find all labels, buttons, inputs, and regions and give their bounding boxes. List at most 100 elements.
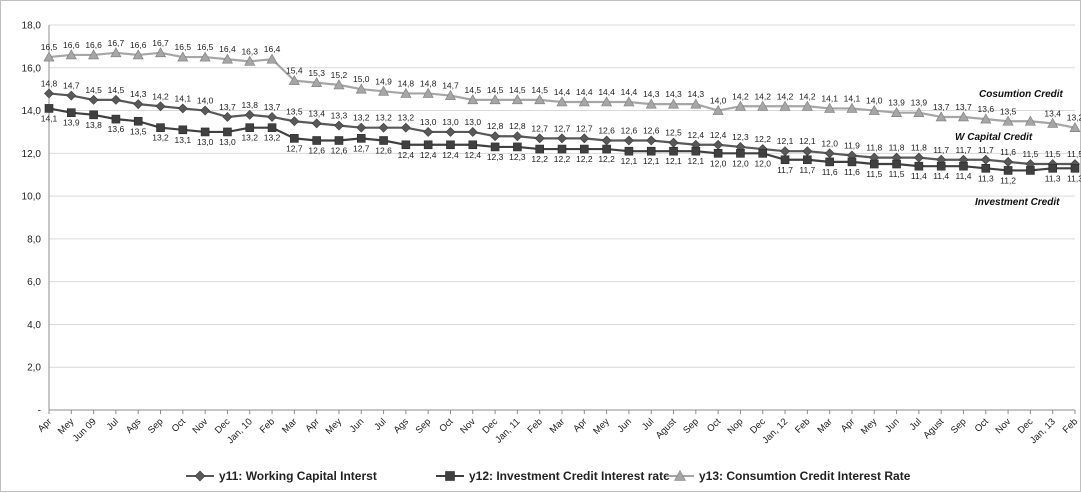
x-tick-label: Feb bbox=[793, 416, 812, 435]
x-tick-label: Oct bbox=[437, 416, 455, 434]
data-label: 12,2 bbox=[554, 154, 571, 164]
data-label: 15,3 bbox=[308, 68, 325, 78]
diamond-marker bbox=[579, 133, 590, 144]
data-label: 12,4 bbox=[398, 150, 415, 160]
triangle-marker bbox=[43, 51, 55, 62]
x-tick-label: Mar bbox=[548, 416, 567, 435]
data-label: 11,8 bbox=[889, 143, 905, 153]
data-label: 13,7 bbox=[955, 102, 972, 112]
triangle-marker bbox=[757, 100, 769, 111]
triangle-marker bbox=[779, 100, 791, 111]
square-marker bbox=[959, 161, 968, 171]
data-label: 12,7 bbox=[554, 123, 571, 133]
x-tick-label: Jun bbox=[348, 416, 367, 435]
x-tick-label: Ags bbox=[392, 416, 412, 436]
x-tick-label: Apr bbox=[304, 416, 322, 434]
data-label: 13,7 bbox=[219, 102, 236, 112]
square-marker bbox=[111, 114, 121, 124]
triangle-marker bbox=[266, 53, 278, 64]
triangle-marker bbox=[1047, 117, 1059, 128]
x-tick-label: Sep bbox=[681, 416, 701, 436]
diamond-marker bbox=[534, 133, 545, 144]
data-label: 12,6 bbox=[598, 126, 615, 136]
data-label: 15,0 bbox=[353, 74, 370, 84]
square-marker bbox=[423, 140, 433, 150]
diamond-marker bbox=[177, 103, 188, 114]
data-label: 14,4 bbox=[598, 87, 615, 97]
data-label: 13,5 bbox=[130, 126, 147, 136]
square-marker bbox=[535, 144, 544, 154]
y-tick-label: 12,0 bbox=[22, 149, 42, 160]
data-label: 14,5 bbox=[85, 85, 102, 95]
square-marker bbox=[379, 136, 388, 145]
square-marker bbox=[936, 161, 946, 171]
y-tick-label: 10,0 bbox=[22, 192, 42, 203]
data-label: 12,4 bbox=[465, 150, 482, 160]
diamond-marker bbox=[66, 90, 77, 101]
data-label: 11,6 bbox=[844, 167, 860, 177]
diamond-marker bbox=[980, 154, 991, 165]
x-tick-label: Jan, 11 bbox=[493, 416, 522, 445]
triangle-marker bbox=[288, 74, 300, 85]
square-marker bbox=[401, 140, 411, 150]
triangle-marker bbox=[221, 53, 233, 64]
annotation-working-capital-credit: W Capital Credit bbox=[955, 132, 1033, 143]
square-marker bbox=[580, 144, 589, 154]
x-tick-label: Jul bbox=[105, 416, 121, 432]
diamond-marker bbox=[423, 127, 434, 137]
square-marker bbox=[669, 146, 678, 156]
data-label: 14,0 bbox=[197, 96, 214, 106]
triangle-marker bbox=[734, 100, 746, 111]
data-label: 11,5 bbox=[889, 169, 905, 179]
triangle-marker bbox=[957, 111, 969, 122]
data-label: 12,7 bbox=[576, 123, 593, 133]
diamond-marker bbox=[490, 131, 501, 142]
data-label: 16,5 bbox=[41, 42, 58, 52]
data-label: 14,5 bbox=[487, 85, 504, 95]
triangle-marker bbox=[65, 49, 77, 60]
data-label: 12,1 bbox=[621, 156, 638, 166]
data-label: 14,4 bbox=[554, 87, 571, 97]
diamond-marker bbox=[133, 99, 144, 110]
square-marker bbox=[513, 142, 522, 152]
data-label: 12,6 bbox=[331, 146, 348, 156]
x-tick-label: Jul bbox=[908, 416, 924, 432]
diamond-marker bbox=[378, 122, 389, 133]
square-marker bbox=[1070, 164, 1080, 173]
data-label: 15,4 bbox=[286, 66, 303, 76]
data-label: 13,9 bbox=[63, 118, 80, 128]
data-label: 13,0 bbox=[465, 117, 482, 127]
x-tick-label: Oct bbox=[973, 416, 991, 434]
data-label: 16,4 bbox=[219, 44, 236, 54]
data-label: 13,9 bbox=[911, 98, 928, 108]
data-label: 13,5 bbox=[286, 106, 303, 116]
diamond-marker bbox=[400, 122, 411, 133]
triangle-marker bbox=[534, 94, 546, 105]
legend-label-investment-credit: y12: Investment Credit Interest rate bbox=[469, 469, 670, 483]
data-label: 11,4 bbox=[933, 171, 949, 181]
triangle-marker bbox=[1069, 122, 1081, 132]
x-tick-label: Ags bbox=[124, 416, 144, 436]
x-tick-label: Nov bbox=[993, 416, 1013, 436]
legend-label-consumption-credit: y13: Consumtion Credit Interest Rate bbox=[699, 469, 911, 483]
data-label: 13,2 bbox=[398, 113, 415, 123]
data-label: 12,8 bbox=[509, 121, 526, 131]
square-marker bbox=[290, 134, 299, 143]
data-label: 12,0 bbox=[732, 158, 749, 168]
data-label: 16,6 bbox=[130, 40, 147, 50]
data-label: 11,7 bbox=[777, 165, 793, 175]
data-label: 11,5 bbox=[1045, 149, 1061, 159]
diamond-marker bbox=[623, 135, 634, 146]
triangle-marker bbox=[868, 104, 880, 115]
data-label: 14,5 bbox=[465, 85, 482, 95]
square-marker bbox=[267, 123, 277, 132]
data-label: 13,3 bbox=[331, 111, 348, 121]
triangle-marker bbox=[690, 98, 702, 109]
data-label: 11,5 bbox=[866, 169, 882, 179]
data-label: 14,2 bbox=[799, 91, 816, 101]
triangle-marker bbox=[511, 94, 523, 105]
data-label: 12,2 bbox=[598, 154, 615, 164]
data-label: 14,2 bbox=[732, 91, 749, 101]
square-marker bbox=[334, 136, 344, 145]
triangle-marker bbox=[801, 100, 813, 111]
